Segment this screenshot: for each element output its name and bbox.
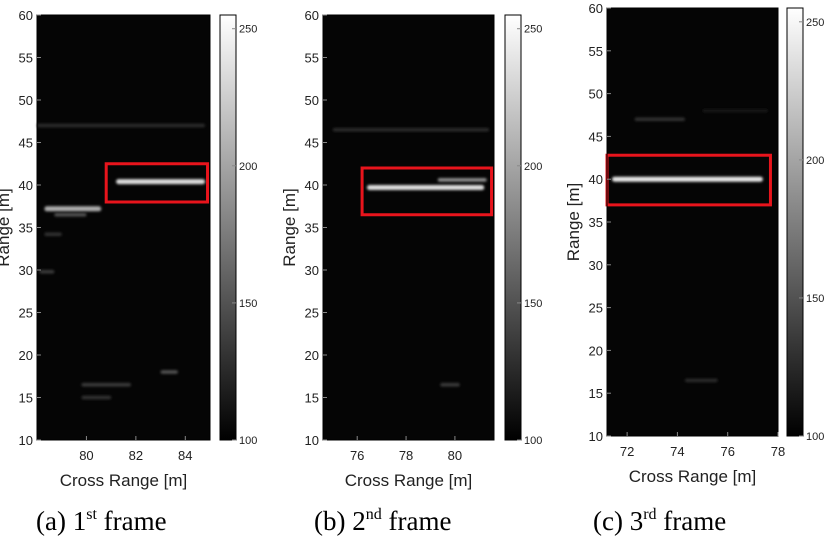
y-tick-label: 10 [19, 433, 33, 448]
target-highlight-box [360, 166, 494, 217]
x-tick-label: 82 [129, 448, 143, 463]
y-tick-label: 60 [305, 8, 319, 23]
radar-return-9 [39, 269, 55, 274]
x-tick-label: 76 [350, 448, 364, 463]
y-tick-label: 60 [589, 1, 603, 16]
x-tick-label: 80 [448, 448, 462, 463]
y-tick-label: 10 [305, 433, 319, 448]
y-tick-label: 20 [305, 348, 319, 363]
radar-return-1 [612, 176, 763, 182]
radar-return-4 [440, 383, 460, 387]
plot-area [607, 8, 778, 436]
radar-return-4 [684, 378, 718, 383]
y-tick-label: 30 [19, 263, 33, 278]
colorbar-tick-label: 250 [806, 17, 824, 29]
x-tick-label: 78 [399, 448, 413, 463]
x-tick-label: 78 [771, 444, 785, 459]
y-axis-label: Range [m] [280, 188, 299, 266]
plot-area [37, 15, 210, 440]
colorbar-tick-label: 200 [806, 155, 824, 167]
colorbar-tick-label: 250 [524, 24, 542, 36]
colorbar-tick-label: 150 [239, 298, 257, 310]
radar-return-2 [437, 178, 487, 182]
y-tick-label: 35 [19, 221, 33, 236]
y-tick-label: 40 [305, 178, 319, 193]
y-tick-label: 40 [19, 178, 33, 193]
radar-return-2 [634, 117, 685, 122]
colorbar-tick-label: 250 [239, 24, 257, 36]
y-tick-label: 55 [19, 51, 33, 66]
x-tick-label: 80 [79, 448, 93, 463]
y-tick-label: 60 [19, 8, 33, 23]
radar-return-2 [44, 206, 102, 212]
y-tick-label: 55 [589, 44, 603, 59]
radar-return-3 [702, 108, 768, 113]
y-axis-label: Range [m] [564, 183, 583, 261]
colorbar-tick-label: 200 [239, 161, 257, 173]
radar-return-5 [37, 123, 206, 128]
y-axis-label: Range [m] [0, 188, 13, 266]
x-axis-label: Cross Range [m] [629, 467, 757, 486]
colorbar [219, 14, 237, 441]
colorbar-tick-label: 100 [806, 431, 824, 443]
y-tick-label: 55 [305, 51, 319, 66]
y-tick-label: 25 [305, 306, 319, 321]
y-tick-label: 45 [305, 136, 319, 151]
y-tick-label: 35 [589, 215, 603, 230]
y-tick-label: 45 [589, 129, 603, 144]
caption-frame-1: (a) 1st frame [36, 506, 167, 536]
y-tick-label: 10 [589, 429, 603, 444]
radar-return-8 [160, 370, 178, 374]
y-tick-label: 20 [589, 343, 603, 358]
y-tick-label: 40 [589, 172, 603, 187]
x-tick-label: 72 [620, 444, 634, 459]
colorbar-tick-label: 200 [524, 161, 542, 173]
plot-area [323, 15, 494, 440]
radar-return-6 [81, 383, 131, 387]
target-highlight-box [104, 162, 210, 204]
colorbar-tick-label: 150 [524, 298, 542, 310]
y-tick-label: 50 [589, 87, 603, 102]
y-tick-label: 50 [305, 93, 319, 108]
y-tick-label: 45 [19, 136, 33, 151]
y-tick-label: 30 [305, 263, 319, 278]
x-axis-label: Cross Range [m] [345, 471, 473, 490]
y-tick-label: 25 [589, 301, 603, 316]
x-tick-label: 76 [720, 444, 734, 459]
y-tick-label: 25 [19, 306, 33, 321]
y-tick-label: 15 [19, 391, 33, 406]
x-axis-label: Cross Range [m] [60, 471, 188, 490]
radar-return-3 [54, 213, 87, 217]
colorbar [504, 14, 522, 441]
y-tick-label: 50 [19, 93, 33, 108]
x-tick-label: 84 [178, 448, 192, 463]
chart-panel-2: 10 15 20 25 30 35 40 45 50 55 60 76 78 80 Cross Range … [280, 8, 542, 490]
colorbar [786, 7, 804, 437]
colorbar-tick-label: 100 [239, 435, 257, 447]
radar-return-4 [44, 232, 62, 237]
colorbar-tick-label: 150 [806, 293, 824, 305]
caption-frame-2: (b) 2nd frame [314, 506, 452, 536]
colorbar-tick-label: 100 [524, 435, 542, 447]
y-tick-label: 35 [305, 221, 319, 236]
y-tick-label: 15 [589, 386, 603, 401]
x-tick-label: 74 [670, 444, 684, 459]
chart-panel-1: 10 15 20 25 30 35 40 45 50 55 60 80 82 84 Cross Range … [0, 8, 257, 490]
chart-panel-3: 10 15 20 25 30 35 40 45 50 55 60 72 74 76 78 Cross Rang… [564, 1, 824, 486]
radar-return-1 [116, 179, 206, 185]
y-tick-label: 20 [19, 348, 33, 363]
y-tick-label: 30 [589, 258, 603, 273]
radar-return-3 [332, 128, 490, 132]
y-tick-label: 15 [305, 391, 319, 406]
radar-return-7 [81, 395, 112, 400]
caption-frame-3: (c) 3rd frame [593, 506, 727, 536]
radar-return-1 [366, 185, 485, 191]
